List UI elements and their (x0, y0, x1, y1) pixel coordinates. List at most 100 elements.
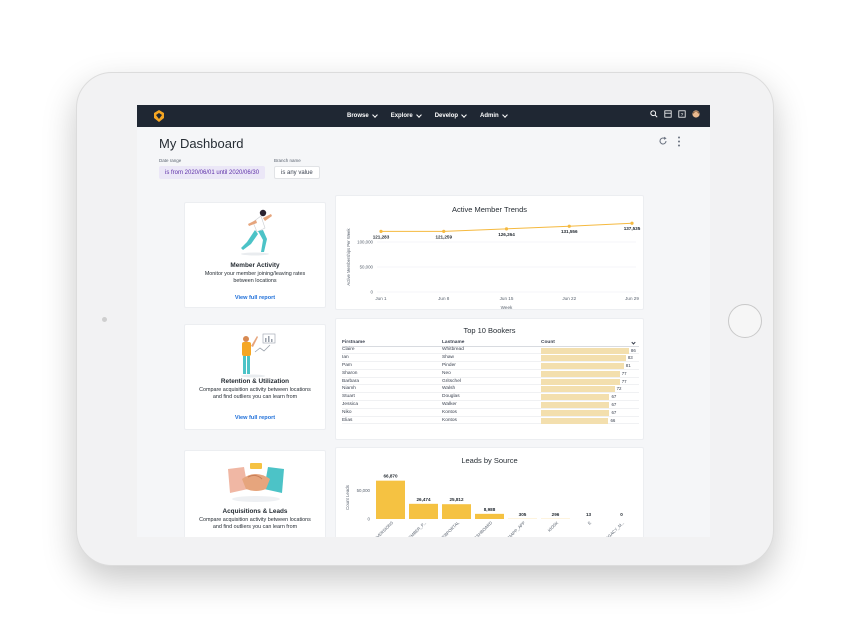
count-value: 67 (611, 394, 617, 400)
cell-count: 77 (541, 377, 639, 386)
table-row[interactable]: Claire Whitbread 86 (342, 346, 639, 355)
x-tick-label: Jun 8 (438, 296, 450, 301)
card-description: Compare acquisition activity between loc… (185, 387, 325, 401)
nav-explore[interactable]: Explore (390, 112, 422, 119)
x-axis-label: Week (501, 305, 513, 310)
cell-count: 72 (541, 384, 639, 394)
count-bar (541, 378, 620, 385)
cell-firstname: Claire (342, 346, 442, 355)
member-activity-card: Member Activity Monitor your member join… (184, 202, 326, 308)
tablet-camera (102, 317, 107, 322)
count-value: 67 (611, 402, 617, 408)
data-point (379, 229, 383, 233)
table-row[interactable]: Elias Kontos 66 (342, 416, 639, 425)
chevron-down-icon (501, 112, 508, 118)
search-icon[interactable] (650, 110, 658, 118)
x-tick-label: Jun 1 (375, 296, 387, 301)
count-bar (541, 402, 610, 409)
y-axis-label: Active Memberships Per Week (346, 228, 351, 286)
more-options-icon[interactable] (677, 136, 681, 147)
count-bar (541, 370, 620, 377)
count-bar (541, 363, 624, 370)
table-row[interactable]: Niamh Walsh 72 (342, 384, 639, 394)
card-desc-line: Monitor your member joining/leaving rate… (204, 271, 306, 277)
user-avatar[interactable] (692, 110, 700, 118)
leads-by-source-chart: 50,000 0 Count Leads 66,870 CONVERSIONS 26,47… (345, 474, 625, 537)
acquisitions-leads-card: Acquisitions & Leads Compare acquisition… (184, 450, 326, 537)
card-desc-line: and find outliers you can learn from (212, 394, 298, 400)
table-row[interactable]: Jessica Walker 67 (342, 400, 639, 409)
data-label: 26,474 (416, 497, 430, 502)
data-point (442, 229, 446, 233)
data-point (630, 221, 634, 225)
y-tick-label: 50,000 (360, 265, 374, 270)
y-tick-label: 0 (371, 290, 374, 295)
table-row[interactable]: Niko Kontos 67 (342, 408, 639, 417)
nav-admin[interactable]: Admin (480, 112, 508, 119)
data-label: 131,556 (561, 229, 578, 234)
card-title: Member Activity (230, 262, 280, 269)
date-range-filter[interactable]: is from 2020/06/01 until 2020/06/30 (159, 166, 266, 179)
dashboard-screen: Browse Explore Develop Admin ? My Dashbo… (137, 105, 710, 537)
top-navigation-bar: Browse Explore Develop Admin ? (137, 105, 710, 127)
app-logo-icon[interactable] (152, 109, 166, 123)
data-label: 121,259 (435, 234, 452, 239)
bar (409, 503, 438, 519)
cell-firstname: Elias (342, 416, 442, 425)
card-title: Retention & Utilization (220, 378, 290, 385)
cell-lastname: Douglas (442, 392, 541, 402)
help-icon[interactable]: ? (678, 110, 686, 118)
column-header-lastname[interactable]: Lastname (442, 339, 541, 347)
card-desc-line: and find outliers you can learn from (212, 524, 298, 530)
top-bookers-table: Firstname Lastname Count Claire Whitbread… (342, 339, 639, 425)
cell-lastname: Walker (442, 400, 541, 409)
cell-lastname: Walsh (442, 384, 541, 394)
data-label: 296 (552, 512, 560, 517)
cell-firstname: Barbara (342, 377, 442, 386)
count-bar (541, 417, 609, 424)
column-header-count[interactable]: Count (541, 339, 639, 347)
y-tick-label: 100,000 (357, 240, 373, 245)
nav-explore-label: Explore (390, 113, 413, 119)
table-row[interactable]: Sharon Neo 77 (342, 369, 639, 378)
cell-firstname: Jessica (342, 400, 442, 409)
table-row[interactable]: Stuart Douglas 67 (342, 392, 639, 402)
table-header-row: Firstname Lastname Count (342, 339, 639, 347)
svg-text:?: ? (681, 112, 684, 118)
nav-browse[interactable]: Browse (347, 112, 378, 119)
card-title: Acquisitions & Leads (222, 508, 288, 515)
x-tick-label: Jun 29 (625, 296, 639, 301)
marketplace-icon[interactable] (664, 110, 672, 118)
y-tick-label: 50,000 (357, 488, 371, 493)
view-full-report-link[interactable]: View full report (234, 295, 276, 301)
data-point (567, 224, 571, 228)
cell-count: 81 (541, 361, 639, 370)
branch-name-filter[interactable]: is any value (274, 166, 320, 179)
cell-lastname: Gritschel (442, 377, 541, 386)
data-label: 25,812 (449, 497, 463, 502)
nav-develop[interactable]: Develop (435, 112, 467, 119)
chart-title: Active Member Trends (451, 205, 528, 214)
count-value: 77 (621, 378, 627, 384)
cell-count: 67 (541, 400, 639, 409)
cell-lastname: Shaw (442, 353, 541, 363)
bar (376, 480, 405, 519)
table-row[interactable]: Pam Pinder 81 (342, 361, 639, 370)
table-row[interactable]: Ian Shaw 83 (342, 353, 639, 363)
tablet-home-button[interactable] (728, 304, 762, 338)
y-tick-label: 0 (368, 517, 371, 522)
count-value: 72 (616, 386, 622, 392)
retention-utilization-card: Retention & Utilization Compare acquisit… (184, 324, 326, 430)
table-row[interactable]: Barbara Gritschel 77 (342, 377, 639, 386)
analyst-illustration-icon (241, 333, 276, 378)
view-full-report-link[interactable]: View full report (234, 415, 276, 421)
refresh-icon[interactable] (658, 136, 668, 146)
data-label: 13 (586, 512, 592, 517)
column-header-firstname[interactable]: Firstname (342, 339, 442, 347)
cell-count: 86 (541, 346, 639, 355)
chevron-down-icon (461, 112, 467, 118)
top-10-bookers-card: Top 10 Bookers Firstname Lastname Count … (335, 318, 644, 440)
cell-lastname: Whitbread (442, 346, 541, 355)
main-nav: Browse Explore Develop Admin (347, 105, 508, 127)
